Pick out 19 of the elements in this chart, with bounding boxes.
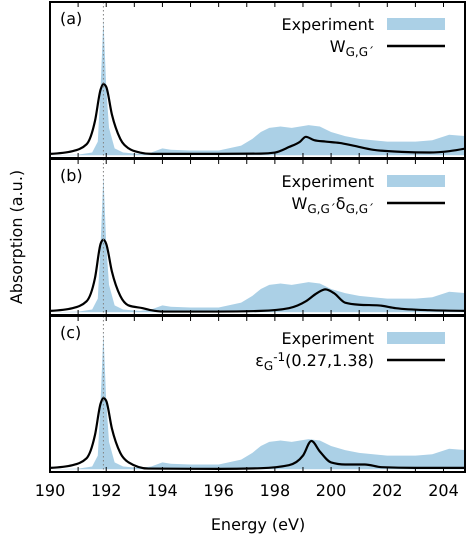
legend-label: Experiment: [282, 15, 374, 34]
legend-label: Experiment: [282, 329, 374, 348]
annotation: (a): [60, 9, 82, 28]
legend-label: Experiment: [282, 172, 374, 191]
annotation: (b): [60, 166, 83, 185]
legend-label: W$_{G,G´}$: [330, 37, 374, 59]
annotation: (c): [60, 323, 82, 342]
x-axis-title: Energy (eV): [210, 515, 306, 534]
x-tick-label: 198: [260, 481, 290, 500]
x-tick-label: 192: [90, 481, 122, 500]
x-tick-label: 202: [372, 481, 403, 500]
x-tick-label: 196: [203, 481, 234, 500]
y-axis-title: Absorption (a.u.): [7, 170, 26, 304]
x-tick-label: 200: [316, 481, 346, 500]
x-tick-label: 204: [428, 481, 459, 500]
legend-label: ε$_{G}$$^{-1}$(0.27,1.38): [255, 350, 374, 373]
x-tick-label: 190: [34, 481, 66, 500]
legend-label: W$_{G,G´}$δ$_{G,G´}$: [292, 194, 374, 216]
x-tick-label: 194: [147, 481, 178, 500]
